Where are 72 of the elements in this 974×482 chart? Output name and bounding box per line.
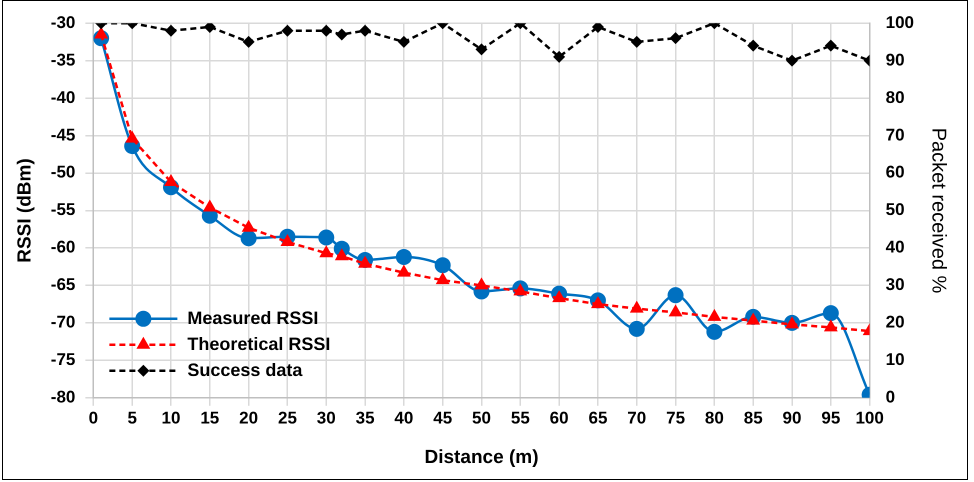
y2-tick-label: 70 — [886, 125, 905, 144]
y2-tick-label: 10 — [886, 350, 905, 370]
legend-label: Theoretical RSSI — [187, 334, 330, 354]
y-tick-label: -80 — [50, 387, 76, 406]
point — [434, 257, 451, 274]
y2-tick-label: 50 — [886, 200, 905, 220]
y2-tick-label: 100 — [886, 12, 914, 32]
point — [240, 230, 257, 246]
y-axis-title: RSSI (dBm) — [14, 158, 36, 263]
x-tick-label: 100 — [855, 408, 884, 428]
point — [552, 290, 566, 302]
point — [280, 234, 294, 246]
point — [630, 300, 644, 313]
x-tick-label: 70 — [627, 408, 646, 428]
y-tick-label: -55 — [50, 200, 76, 220]
y2-tick-label: 20 — [886, 312, 905, 332]
x-tick-label: 80 — [704, 408, 724, 428]
x-tick-label: 10 — [162, 408, 180, 428]
legend-label: Success data — [187, 360, 304, 380]
point — [591, 296, 605, 308]
y-tick-label: -50 — [50, 162, 76, 182]
x-tick-label: 25 — [278, 408, 297, 428]
point — [746, 312, 760, 325]
y2-tick-label: 30 — [886, 275, 905, 294]
point — [707, 308, 722, 321]
y2-tick-label: 40 — [886, 238, 905, 257]
point — [318, 229, 334, 246]
x-tick-label: 75 — [666, 408, 686, 428]
y-tick-label: -60 — [50, 238, 76, 257]
y2-tick-label: 60 — [886, 162, 905, 182]
point — [436, 272, 450, 284]
legend-label: Measured RSSI — [187, 308, 318, 328]
y2-tick-label: 80 — [886, 88, 905, 107]
point — [396, 264, 411, 277]
y-tick-label: -40 — [50, 88, 76, 107]
y2-tick-label: 90 — [886, 50, 905, 70]
x-tick-label: 20 — [239, 408, 258, 428]
x-tick-label: 30 — [316, 408, 336, 428]
point — [334, 248, 349, 260]
point — [824, 319, 838, 332]
point — [202, 200, 217, 212]
point — [513, 283, 528, 296]
x-tick-label: 50 — [472, 408, 491, 428]
y-tick-label: -75 — [50, 350, 76, 370]
x-tick-label: 90 — [782, 408, 802, 428]
x-tick-label: 35 — [356, 408, 375, 428]
x-tick-label: 45 — [433, 408, 452, 428]
x-tick-label: 0 — [88, 408, 98, 428]
x-tick-label: 65 — [588, 408, 608, 428]
y2-tick-label: 0 — [886, 387, 896, 406]
x-tick-label: 5 — [127, 408, 137, 428]
x-tick-label: 60 — [550, 408, 569, 428]
y2-axis-title: Packet received % — [927, 128, 950, 294]
y-tick-label: -30 — [50, 12, 76, 32]
point — [474, 277, 488, 290]
x-tick-label: 55 — [510, 408, 530, 428]
x-tick-label: 15 — [200, 408, 220, 428]
point — [242, 220, 256, 232]
x-axis-title: Distance (m) — [424, 446, 539, 468]
y-tick-label: -65 — [50, 275, 76, 294]
y-tick-label: -45 — [50, 125, 76, 144]
point — [125, 130, 140, 143]
point — [319, 245, 334, 258]
point — [358, 256, 372, 268]
x-tick-label: 40 — [394, 408, 414, 428]
x-tick-label: 95 — [821, 408, 840, 428]
point — [396, 248, 412, 265]
y-tick-label: -70 — [50, 312, 76, 332]
y-tick-label: -35 — [50, 50, 76, 70]
point — [668, 304, 682, 316]
point — [164, 174, 178, 186]
x-tick-label: 85 — [744, 408, 763, 428]
